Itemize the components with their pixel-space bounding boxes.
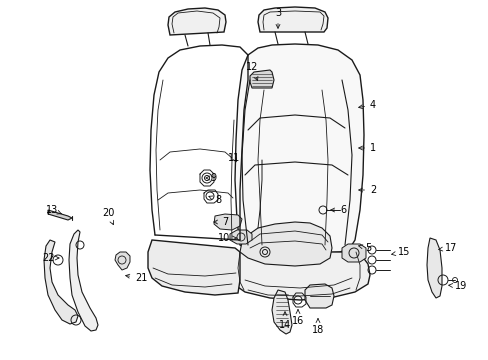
- Polygon shape: [426, 238, 441, 298]
- Text: 16: 16: [291, 310, 304, 326]
- Polygon shape: [231, 252, 369, 300]
- Text: 7: 7: [213, 217, 228, 227]
- Text: 6: 6: [330, 205, 346, 215]
- Text: 13: 13: [46, 205, 61, 215]
- Text: 4: 4: [358, 100, 375, 110]
- Polygon shape: [44, 240, 78, 324]
- Text: 14: 14: [278, 312, 290, 330]
- Polygon shape: [240, 222, 331, 266]
- Polygon shape: [235, 44, 363, 255]
- Text: 15: 15: [391, 247, 409, 257]
- Text: 17: 17: [438, 243, 456, 253]
- Polygon shape: [258, 7, 327, 32]
- Polygon shape: [115, 252, 130, 270]
- Text: 19: 19: [448, 281, 467, 291]
- Text: 2: 2: [358, 185, 375, 195]
- Text: 12: 12: [245, 62, 258, 81]
- Text: 11: 11: [227, 153, 240, 163]
- Text: 8: 8: [208, 195, 221, 205]
- Text: 10: 10: [218, 233, 236, 243]
- Text: 22: 22: [42, 253, 59, 263]
- Polygon shape: [69, 230, 98, 331]
- Polygon shape: [341, 244, 365, 262]
- Text: 9: 9: [205, 173, 216, 183]
- Text: 5: 5: [358, 243, 370, 253]
- Text: 20: 20: [102, 208, 114, 225]
- Text: 21: 21: [125, 273, 147, 283]
- Polygon shape: [214, 214, 242, 230]
- Text: 1: 1: [358, 143, 375, 153]
- Polygon shape: [305, 284, 333, 308]
- Polygon shape: [229, 230, 251, 244]
- Text: 3: 3: [274, 8, 281, 28]
- Polygon shape: [168, 8, 225, 35]
- Polygon shape: [148, 240, 240, 295]
- Text: 18: 18: [311, 319, 324, 335]
- Polygon shape: [249, 70, 273, 88]
- Polygon shape: [48, 210, 72, 220]
- Polygon shape: [271, 290, 291, 334]
